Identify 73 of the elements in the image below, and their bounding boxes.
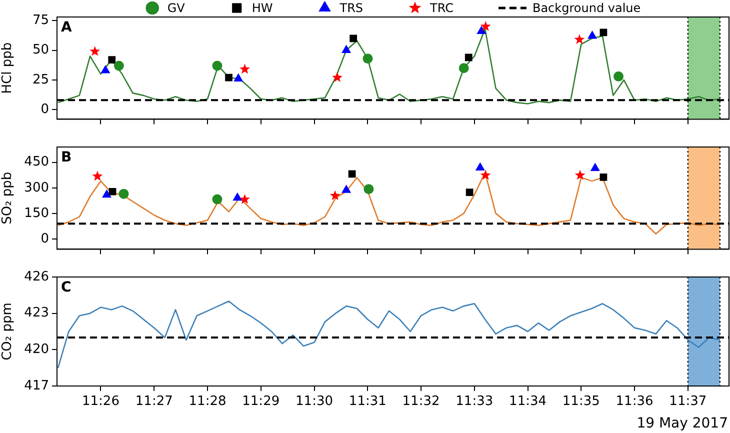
x-tick-label: 11:27 <box>135 394 173 410</box>
point <box>212 60 222 71</box>
point <box>466 188 474 196</box>
point <box>332 72 343 82</box>
y-tick-label: 75 <box>32 12 49 28</box>
y-tick-label: 420 <box>24 342 49 358</box>
point <box>234 74 243 82</box>
point <box>476 162 485 171</box>
point <box>477 26 486 34</box>
x-tick-label: 11:34 <box>509 394 547 410</box>
chart-title: B <box>61 150 72 166</box>
point <box>342 185 351 193</box>
point <box>590 163 600 172</box>
legend-label: TRS <box>338 1 364 16</box>
chart-title: A <box>61 20 72 36</box>
legend-label: Background value <box>532 1 641 16</box>
point <box>574 170 586 180</box>
y-tick-label: 417 <box>24 378 49 394</box>
point <box>90 46 100 56</box>
point <box>600 173 608 181</box>
y-axis-title: HCl ppb <box>0 42 16 94</box>
point <box>458 63 469 74</box>
point <box>101 65 110 74</box>
point <box>348 170 356 178</box>
x-tick-label: 11:37 <box>669 394 707 410</box>
y-tick-label: 450 <box>24 154 49 170</box>
legend-label: TRC <box>429 1 454 16</box>
y-tick-label: 423 <box>24 306 49 321</box>
y-axis-title: SO₂ ppb <box>0 172 16 224</box>
text: 19 May 2017 <box>636 416 728 432</box>
y-tick-label: 0 <box>40 231 49 246</box>
point <box>240 64 250 74</box>
point <box>614 71 624 82</box>
x-tick-label: 11:32 <box>402 394 440 410</box>
x-tick-label: 11:36 <box>616 394 654 410</box>
chart-title: C <box>61 280 72 296</box>
x-tick-label: 11:30 <box>296 394 333 410</box>
point <box>464 54 472 62</box>
point <box>364 184 374 194</box>
point <box>330 190 340 200</box>
y-tick-label: 426 <box>24 269 49 284</box>
point <box>480 170 491 180</box>
point <box>588 31 597 39</box>
y-tick-label: 25 <box>32 72 49 88</box>
point <box>225 74 232 82</box>
legend-label: GV <box>167 1 186 16</box>
point <box>114 60 124 71</box>
point <box>108 56 116 64</box>
legend-label: HW <box>252 1 273 16</box>
point <box>233 192 242 201</box>
point <box>600 28 608 36</box>
point <box>350 34 358 42</box>
y-tick-label: 0 <box>40 102 49 118</box>
point <box>342 45 351 54</box>
point <box>480 21 491 31</box>
y-tick-label: 300 <box>24 180 49 196</box>
y-tick-label: 50 <box>32 42 49 58</box>
point <box>240 194 250 204</box>
x-tick-label: 11:35 <box>562 394 600 410</box>
y-axis-title: CO₂ ppm <box>0 302 16 360</box>
point <box>212 194 222 204</box>
x-tick-label: 11:31 <box>348 394 386 410</box>
y-tick-label: 150 <box>24 206 49 221</box>
point <box>92 170 103 181</box>
point <box>362 54 373 64</box>
point <box>108 188 116 196</box>
x-tick-label: 11:29 <box>242 394 280 410</box>
x-tick-label: 11:26 <box>82 394 120 410</box>
point <box>574 34 585 44</box>
point <box>118 188 129 199</box>
x-tick-label: 11:33 <box>456 394 494 410</box>
x-tick-label: 11:28 <box>188 394 226 410</box>
point <box>102 190 112 198</box>
